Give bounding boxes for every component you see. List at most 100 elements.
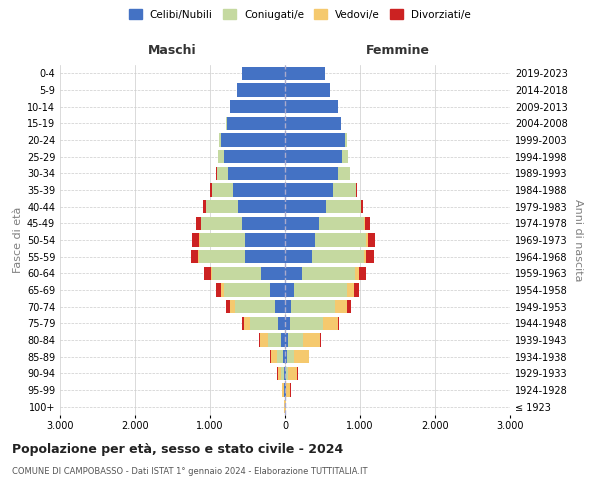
Bar: [218, 150, 223, 164]
Bar: [285, 266, 302, 280]
Bar: [366, 250, 374, 264]
Bar: [228, 166, 285, 180]
Bar: [226, 300, 230, 314]
Bar: [285, 350, 287, 364]
Bar: [221, 284, 223, 296]
Bar: [285, 284, 294, 296]
Bar: [285, 116, 341, 130]
Bar: [270, 284, 285, 296]
Legend: Celibi/Nubili, Coniugati/e, Vedovi/e, Divorziati/e: Celibi/Nubili, Coniugati/e, Vedovi/e, Di…: [125, 5, 475, 24]
Bar: [205, 200, 238, 213]
Bar: [319, 216, 364, 230]
Bar: [367, 234, 375, 246]
Bar: [284, 366, 285, 380]
Bar: [277, 350, 283, 364]
Bar: [271, 350, 277, 364]
Bar: [259, 334, 260, 346]
Bar: [245, 250, 285, 264]
Bar: [216, 166, 217, 180]
Text: Popolazione per età, sesso e stato civile - 2024: Popolazione per età, sesso e stato civil…: [12, 442, 343, 456]
Bar: [261, 266, 285, 280]
Bar: [286, 384, 290, 396]
Bar: [364, 216, 365, 230]
Bar: [191, 250, 198, 264]
Text: COMUNE DI CAMPOBASSO - Dati ISTAT 1° gennaio 2024 - Elaborazione TUTTITALIA.IT: COMUNE DI CAMPOBASSO - Dati ISTAT 1° gen…: [12, 468, 367, 476]
Bar: [217, 166, 228, 180]
Text: Maschi: Maschi: [148, 44, 197, 58]
Bar: [335, 300, 347, 314]
Bar: [325, 200, 361, 213]
Bar: [285, 150, 342, 164]
Bar: [320, 334, 321, 346]
Bar: [323, 316, 337, 330]
Bar: [302, 266, 355, 280]
Bar: [193, 234, 199, 246]
Bar: [275, 300, 285, 314]
Bar: [233, 184, 285, 196]
Bar: [285, 184, 333, 196]
Bar: [199, 234, 245, 246]
Bar: [285, 316, 290, 330]
Bar: [366, 234, 367, 246]
Bar: [287, 350, 293, 364]
Bar: [347, 300, 351, 314]
Bar: [227, 116, 285, 130]
Bar: [285, 134, 345, 146]
Bar: [285, 334, 288, 346]
Bar: [250, 316, 278, 330]
Bar: [283, 350, 285, 364]
Bar: [289, 366, 298, 380]
Bar: [211, 266, 212, 280]
Bar: [285, 166, 337, 180]
Bar: [244, 316, 250, 330]
Bar: [196, 216, 200, 230]
Y-axis label: Fasce di età: Fasce di età: [13, 207, 23, 273]
Bar: [285, 234, 315, 246]
Bar: [203, 200, 205, 213]
Bar: [291, 300, 335, 314]
Bar: [337, 316, 340, 330]
Bar: [342, 150, 348, 164]
Bar: [285, 216, 319, 230]
Bar: [285, 366, 286, 380]
Bar: [241, 216, 285, 230]
Bar: [281, 366, 284, 380]
Bar: [285, 100, 337, 114]
Bar: [364, 250, 366, 264]
Bar: [303, 334, 320, 346]
Bar: [212, 266, 261, 280]
Bar: [223, 284, 270, 296]
Bar: [347, 284, 354, 296]
Bar: [284, 384, 285, 396]
Bar: [221, 134, 285, 146]
Bar: [216, 284, 221, 296]
Bar: [277, 366, 281, 380]
Bar: [237, 84, 285, 96]
Bar: [285, 250, 312, 264]
Bar: [212, 184, 233, 196]
Bar: [268, 334, 281, 346]
Bar: [355, 266, 359, 280]
Bar: [285, 384, 286, 396]
Bar: [359, 266, 366, 280]
Y-axis label: Anni di nascita: Anni di nascita: [573, 198, 583, 281]
Bar: [282, 384, 284, 396]
Bar: [288, 334, 303, 346]
Bar: [270, 350, 271, 364]
Bar: [337, 166, 349, 180]
Bar: [230, 300, 235, 314]
Bar: [204, 266, 211, 280]
Bar: [285, 66, 325, 80]
Bar: [285, 84, 330, 96]
Bar: [365, 216, 370, 230]
Bar: [354, 284, 359, 296]
Bar: [315, 234, 366, 246]
Bar: [312, 250, 364, 264]
Bar: [235, 300, 275, 314]
Bar: [245, 234, 285, 246]
Bar: [241, 66, 285, 80]
Bar: [345, 134, 347, 146]
Bar: [285, 200, 325, 213]
Bar: [278, 316, 285, 330]
Bar: [293, 350, 308, 364]
